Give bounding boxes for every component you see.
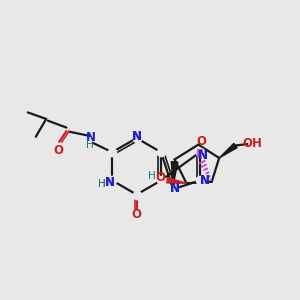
Text: N: N (200, 174, 209, 187)
Text: H: H (86, 140, 94, 150)
Text: O: O (156, 171, 166, 184)
Text: N: N (198, 149, 208, 162)
Polygon shape (171, 162, 178, 186)
Text: N: N (132, 130, 142, 143)
Text: N: N (200, 174, 209, 187)
Text: N: N (169, 182, 180, 194)
Text: N: N (86, 130, 96, 144)
Text: O: O (53, 144, 63, 157)
Text: N: N (169, 182, 180, 194)
Text: H: H (148, 171, 156, 181)
Text: O: O (196, 134, 206, 148)
Polygon shape (219, 143, 237, 158)
Text: O: O (132, 208, 142, 221)
Text: F: F (196, 148, 204, 161)
Text: OH: OH (242, 136, 262, 150)
Text: N: N (105, 176, 115, 189)
Text: N: N (105, 176, 115, 189)
Text: N: N (132, 130, 142, 143)
Polygon shape (167, 178, 187, 183)
Text: N: N (198, 149, 208, 162)
Text: H: H (98, 179, 106, 189)
Text: H: H (98, 179, 106, 189)
